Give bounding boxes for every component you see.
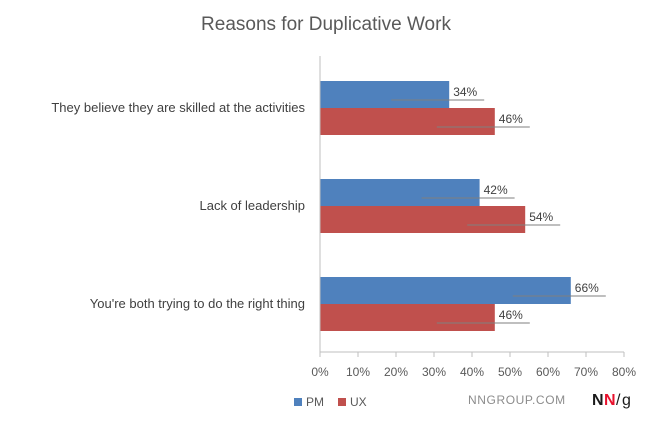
bar-ux-0	[320, 108, 495, 135]
legend-label-pm: PM	[306, 395, 324, 409]
bar-pm-1	[320, 179, 480, 206]
legend-label-ux: UX	[350, 395, 367, 409]
data-label-ux-2: 46%	[499, 308, 523, 322]
data-label-pm-2: 66%	[575, 281, 599, 295]
category-label-0: They believe they are skilled at the act…	[51, 100, 305, 115]
x-tick-label-10: 10%	[346, 365, 370, 379]
site-url-text: NNGROUP.COM	[468, 393, 566, 407]
logo-letter-n-red: N	[604, 392, 616, 409]
bar-pm-2	[320, 277, 571, 304]
legend-swatch-pm	[294, 398, 302, 406]
nng-branding: NNGROUP.COM N N / g	[468, 392, 631, 409]
legend-swatch-ux	[338, 398, 346, 406]
x-tick-label-30: 30%	[422, 365, 446, 379]
bar-ux-1	[320, 206, 526, 233]
data-label-ux-1: 54%	[529, 210, 553, 224]
data-label-pm-0: 34%	[453, 85, 477, 99]
x-tick-label-0: 0%	[311, 365, 329, 379]
legend: PM UX	[294, 395, 367, 409]
bar-pm-0	[320, 81, 450, 108]
bars-layer	[320, 81, 571, 331]
x-tick-label-50: 50%	[498, 365, 522, 379]
bar-ux-2	[320, 304, 495, 331]
data-label-pm-1: 42%	[484, 183, 508, 197]
x-tick-label-80: 80%	[612, 365, 636, 379]
category-labels-layer: They believe they are skilled at the act…	[51, 100, 305, 311]
category-label-2: You're both trying to do the right thing	[90, 296, 305, 311]
logo-letter-g: g	[622, 392, 631, 409]
x-axis: 0% 10% 20% 30% 40% 50% 60% 70% 80%	[311, 56, 636, 379]
category-label-1: Lack of leadership	[199, 198, 305, 213]
x-tick-label-40: 40%	[460, 365, 484, 379]
data-label-ux-0: 46%	[499, 112, 523, 126]
x-tick-label-20: 20%	[384, 365, 408, 379]
logo-slash: /	[616, 392, 621, 409]
data-labels-layer: 34% 46% 42% 54% 66% 46%	[391, 85, 606, 324]
chart-title: Reasons for Duplicative Work	[201, 14, 451, 35]
nng-logo: N N / g	[592, 392, 631, 409]
x-tick-label-60: 60%	[536, 365, 560, 379]
x-tick-label-70: 70%	[574, 365, 598, 379]
logo-letter-n-dark: N	[592, 392, 604, 409]
